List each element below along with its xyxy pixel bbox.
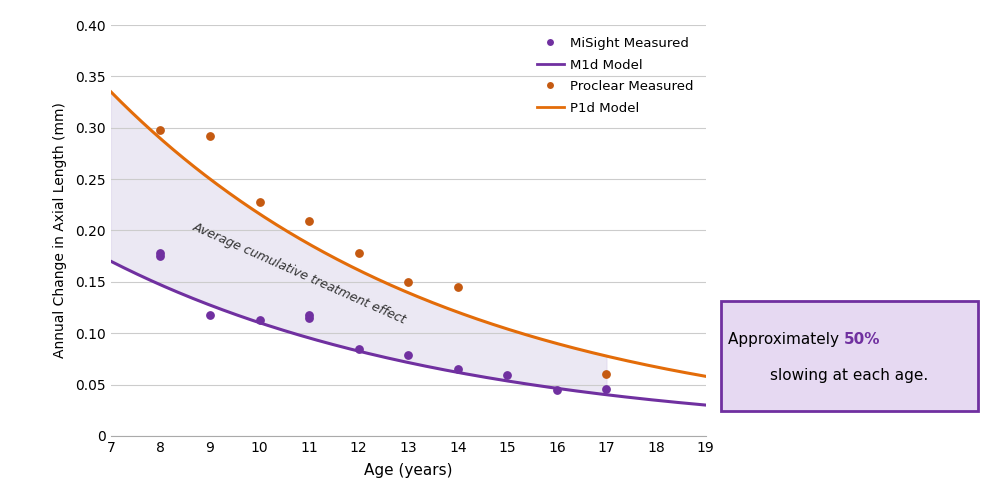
Point: [351, 345, 367, 353]
Point: [450, 365, 466, 373]
Point: [548, 386, 564, 394]
Point: [400, 351, 416, 359]
Point: [499, 371, 515, 379]
Point: [152, 126, 168, 134]
Point: [301, 311, 318, 319]
Point: [252, 198, 268, 206]
Point: [152, 249, 168, 257]
Point: [301, 217, 318, 225]
Point: [599, 385, 615, 393]
Point: [202, 311, 218, 319]
Point: [599, 370, 615, 378]
Y-axis label: Annual Change in Axial Length (mm): Annual Change in Axial Length (mm): [53, 103, 67, 358]
Text: Approximately: Approximately: [729, 332, 845, 347]
Point: [301, 314, 318, 322]
Point: [450, 283, 466, 291]
Text: slowing at each age.: slowing at each age.: [770, 368, 928, 383]
Legend: MiSight Measured, M1d Model, Proclear Measured, P1d Model: MiSight Measured, M1d Model, Proclear Me…: [532, 32, 699, 120]
Point: [202, 132, 218, 140]
Point: [252, 316, 268, 324]
X-axis label: Age (years): Age (years): [364, 463, 453, 478]
Point: [351, 249, 367, 257]
Text: Average cumulative treatment effect: Average cumulative treatment effect: [191, 220, 408, 327]
Point: [400, 278, 416, 286]
Text: 50%: 50%: [845, 332, 881, 347]
Point: [152, 252, 168, 260]
